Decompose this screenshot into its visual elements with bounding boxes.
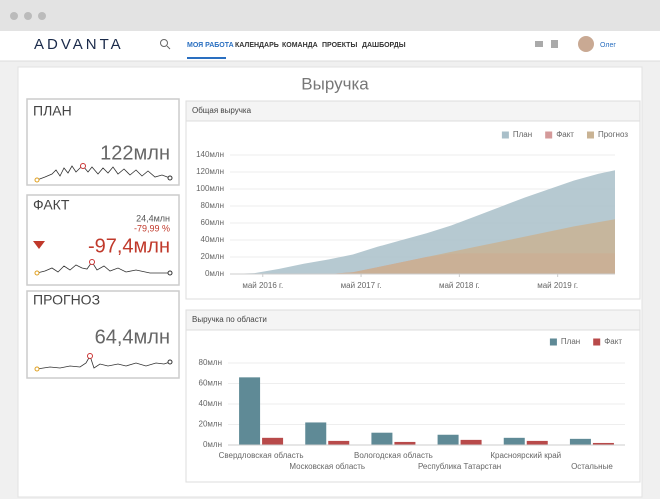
kpi-title: ПЛАН [33, 103, 72, 119]
x-tick-label: май 2019 г. [537, 281, 578, 290]
bar [394, 441, 416, 445]
x-tick-label: Республика Татарстан [418, 462, 501, 471]
sparkline-max [80, 163, 86, 169]
bar [305, 422, 327, 445]
nav-bar [0, 31, 660, 61]
panel-title: Общая выручка [192, 106, 252, 115]
y-tick-label: 0млн [203, 440, 222, 449]
y-tick-label: 100млн [196, 184, 224, 193]
x-tick-label: Московская область [289, 462, 365, 471]
bar [526, 440, 548, 445]
like-icon[interactable] [551, 40, 558, 48]
legend-label: Факт [556, 130, 574, 139]
kpi-sub-change: -79,99 % [134, 223, 170, 233]
y-tick-label: 0млн [205, 269, 224, 278]
sparkline-start [34, 177, 40, 183]
sparkline-max [87, 353, 93, 359]
kpi-sub-value: 24,4млн [136, 213, 170, 223]
sparkline [36, 355, 171, 370]
sparkline-max [89, 259, 95, 265]
legend-label: Прогноз [598, 130, 628, 139]
logo[interactable]: ADVANTA [34, 36, 124, 53]
kpi-card [26, 98, 180, 186]
kpi-value: 64,4млн [95, 326, 170, 348]
sparkline-end [167, 175, 173, 181]
y-tick-label: 40млн [199, 399, 222, 408]
x-tick-label: май 2017 г. [341, 281, 382, 290]
browser-bar [0, 0, 660, 31]
y-tick-label: 80млн [199, 358, 222, 367]
menu-item[interactable]: ПРОЕКТЫ [322, 42, 357, 49]
page-title: Выручка [301, 74, 369, 93]
area [230, 219, 615, 274]
legend-label: Факт [604, 337, 622, 346]
legend-swatch [549, 338, 557, 346]
user-name[interactable]: Олег [600, 42, 616, 49]
sparkline-end [167, 270, 173, 276]
y-tick-label: 20млн [201, 252, 224, 261]
x-tick-label: Остальные [571, 462, 613, 471]
bar [328, 440, 350, 445]
sparkline [36, 261, 170, 274]
bar [460, 439, 482, 445]
bar [262, 437, 284, 445]
bar [239, 377, 261, 445]
kpi-value: -97,4млн [88, 235, 170, 257]
legend-swatch [501, 131, 509, 139]
bar [437, 434, 459, 445]
x-tick-label: Красноярский край [490, 451, 561, 460]
bar [569, 438, 591, 445]
avatar[interactable] [578, 36, 594, 52]
y-tick-label: 40млн [201, 235, 224, 244]
kpi-value: 122млн [100, 142, 170, 164]
y-tick-label: 140млн [196, 150, 224, 159]
bar [371, 432, 393, 445]
sparkline [36, 165, 171, 181]
legend-label: План [561, 337, 580, 346]
sparkline-start [34, 366, 40, 372]
window-dot [38, 12, 46, 20]
panel-header [185, 309, 641, 331]
legend-label: План [513, 130, 532, 139]
menu-item[interactable]: ДАШБОРДЫ [362, 42, 406, 49]
sparkline-start [34, 270, 40, 276]
menu-item[interactable]: МОЯ РАБОТА [187, 42, 234, 49]
legend-swatch [586, 131, 594, 139]
y-tick-label: 80млн [201, 201, 224, 210]
kpi-title: ФАКТ [33, 197, 70, 213]
kpi-card [26, 194, 180, 286]
y-tick-label: 60млн [201, 218, 224, 227]
panel-header [185, 100, 641, 122]
mail-icon[interactable] [535, 41, 543, 47]
x-tick-label: Свердловская область [219, 451, 304, 460]
y-tick-label: 120млн [196, 167, 224, 176]
bar [503, 437, 525, 445]
bar [592, 442, 614, 445]
x-tick-label: май 2018 г. [439, 281, 480, 290]
menu-item[interactable]: КОМАНДА [282, 42, 318, 49]
panel-title: Выручка по области [192, 315, 267, 324]
search-icon-handle [166, 45, 171, 50]
down-arrow [33, 241, 45, 249]
kpi-title: ПРОГНОЗ [33, 292, 100, 308]
menu-item[interactable]: КАЛЕНДАРЬ [235, 42, 279, 49]
window-dot [10, 12, 18, 20]
legend-swatch [593, 338, 601, 346]
x-tick-label: Вологодская область [354, 451, 433, 460]
y-tick-label: 20млн [199, 420, 222, 429]
panel [185, 309, 641, 483]
search-icon[interactable] [160, 39, 168, 47]
y-tick-label: 60млн [199, 379, 222, 388]
window-dot [24, 12, 32, 20]
x-tick-label: май 2016 г. [242, 281, 283, 290]
legend-swatch [545, 131, 553, 139]
sparkline-end [167, 359, 173, 365]
